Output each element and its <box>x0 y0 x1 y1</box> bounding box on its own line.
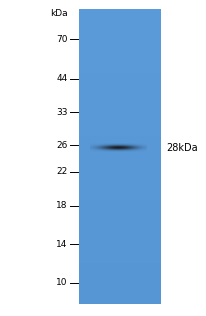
Text: 18: 18 <box>56 201 68 210</box>
Text: 33: 33 <box>56 108 68 117</box>
Text: 44: 44 <box>56 74 68 83</box>
Text: 22: 22 <box>56 167 68 176</box>
Text: 10: 10 <box>56 278 68 287</box>
Text: kDa: kDa <box>50 9 68 18</box>
Text: 14: 14 <box>56 240 68 249</box>
Text: 26: 26 <box>56 141 68 149</box>
Text: 70: 70 <box>56 34 68 44</box>
Text: 28kDa: 28kDa <box>165 143 197 153</box>
